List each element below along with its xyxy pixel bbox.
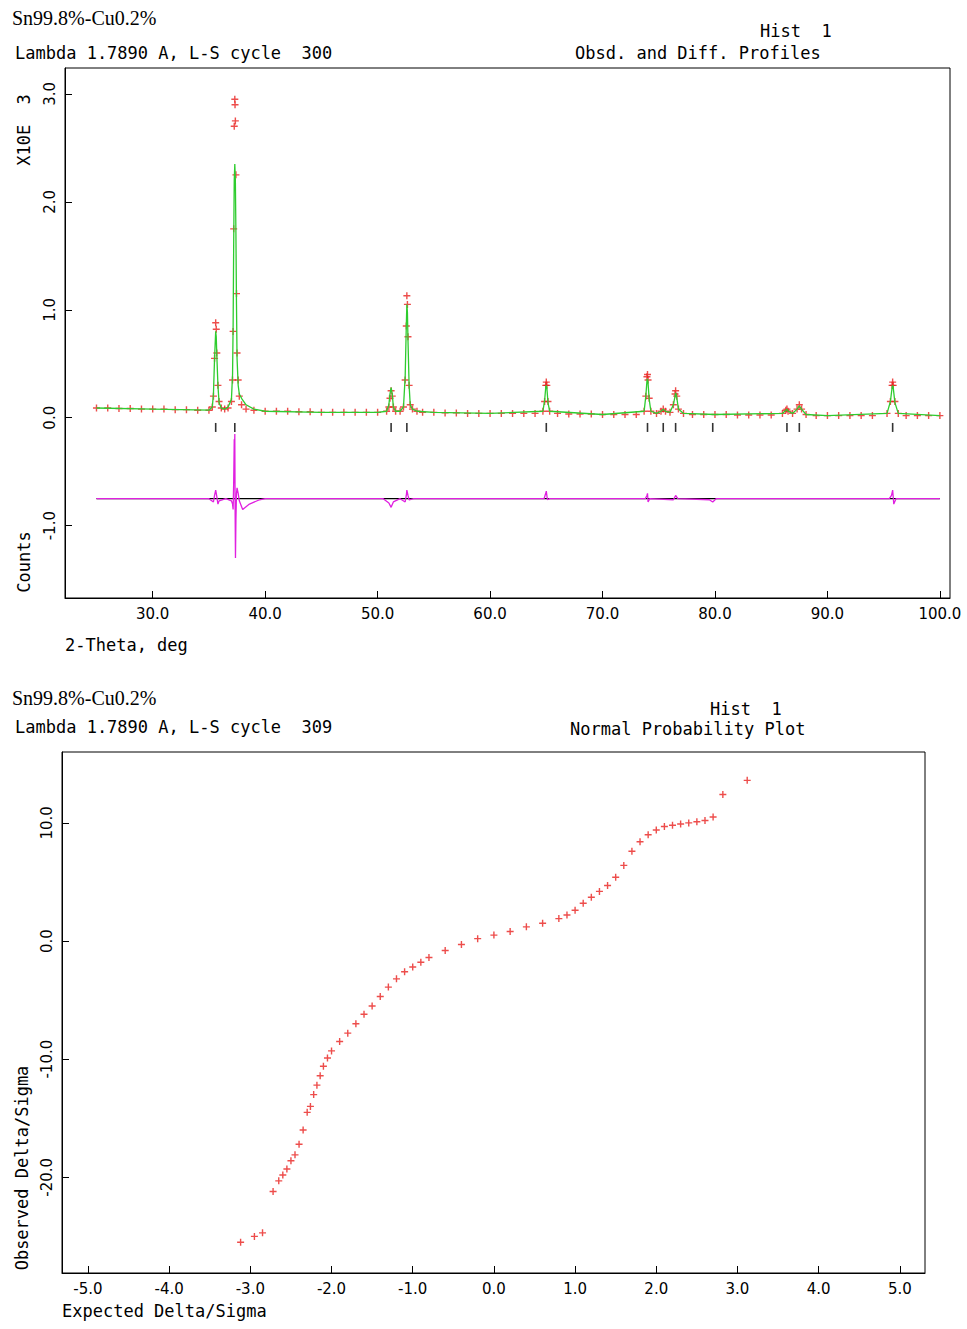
svg-text:80.0: 80.0 [698,605,731,623]
svg-text:4.0: 4.0 [807,1280,831,1298]
svg-text:10.0: 10.0 [38,806,56,839]
svg-text:40.0: 40.0 [248,605,281,623]
svg-text:0.0: 0.0 [38,929,56,953]
svg-text:2-Theta, deg: 2-Theta, deg [65,635,188,655]
svg-text:50.0: 50.0 [361,605,394,623]
svg-text:Lambda 1.7890 A, L-S cycle 30: Lambda 1.7890 A, L-S cycle 309 [15,717,332,737]
svg-text:Hist 1: Hist 1 [760,21,832,41]
svg-text:Counts: Counts [14,531,34,592]
svg-text:3.0: 3.0 [41,82,59,106]
svg-text:Observed Delta/Sigma: Observed Delta/Sigma [12,1066,32,1271]
svg-text:-1.0: -1.0 [41,511,59,540]
svg-text:Lambda 1.7890 A, L-S cycle 30: Lambda 1.7890 A, L-S cycle 300 [15,43,332,63]
svg-text:-10.0: -10.0 [38,1040,56,1079]
svg-text:-4.0: -4.0 [155,1280,184,1298]
svg-text:2.0: 2.0 [41,190,59,214]
svg-text:Hist 1: Hist 1 [710,699,782,719]
svg-text:-5.0: -5.0 [73,1280,102,1298]
svg-text:3.0: 3.0 [726,1280,750,1298]
svg-text:70.0: 70.0 [586,605,619,623]
svg-text:5.0: 5.0 [888,1280,912,1298]
svg-text:100.0: 100.0 [918,605,961,623]
svg-text:1.0: 1.0 [41,298,59,322]
svg-text:60.0: 60.0 [473,605,506,623]
svg-text:-2.0: -2.0 [317,1280,346,1298]
svg-text:Obsd. and Diff. Profiles: Obsd. and Diff. Profiles [575,43,821,63]
svg-text:-1.0: -1.0 [398,1280,427,1298]
svg-text:0.0: 0.0 [482,1280,506,1298]
svg-text:X10E 3: X10E 3 [14,94,34,166]
svg-text:90.0: 90.0 [811,605,844,623]
svg-text:Sn99.8%-Cu0.2%: Sn99.8%-Cu0.2% [12,687,156,709]
svg-text:-20.0: -20.0 [38,1158,56,1197]
svg-text:-3.0: -3.0 [236,1280,265,1298]
svg-text:Sn99.8%-Cu0.2%: Sn99.8%-Cu0.2% [12,7,156,29]
svg-text:1.0: 1.0 [563,1280,587,1298]
svg-text:Expected Delta/Sigma: Expected Delta/Sigma [62,1301,267,1321]
svg-text:0.0: 0.0 [41,406,59,430]
svg-text:Normal Probability Plot: Normal Probability Plot [570,719,805,739]
svg-text:30.0: 30.0 [136,605,169,623]
svg-text:2.0: 2.0 [644,1280,668,1298]
